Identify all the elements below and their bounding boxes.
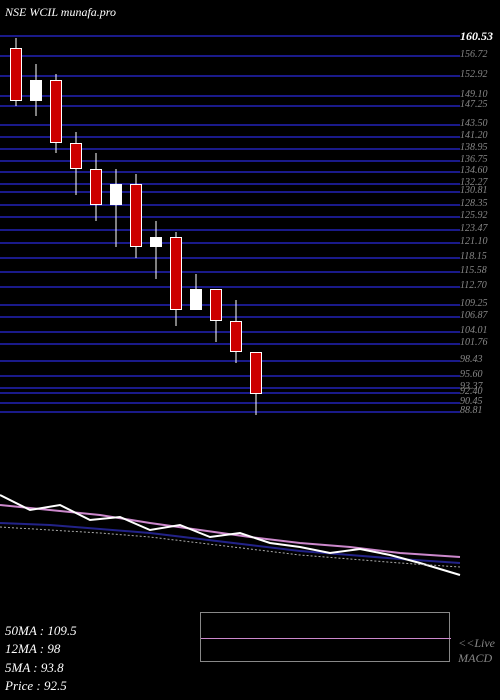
ma12-value: 12MA : 98 [5, 640, 77, 658]
grid-line [0, 271, 460, 273]
grid-line [0, 183, 460, 185]
price-label: 143.50 [460, 118, 498, 129]
price-label: 104.01 [460, 325, 498, 336]
price-label: 128.35 [460, 198, 498, 209]
price-label: 121.10 [460, 236, 498, 247]
price-label: 134.60 [460, 165, 498, 176]
price-label: 138.95 [460, 142, 498, 153]
grid-line [0, 375, 460, 377]
ma50-value: 50MA : 109.5 [5, 622, 77, 640]
grid-line [0, 360, 460, 362]
price-label: 123.47 [460, 223, 498, 234]
macd-box [200, 612, 450, 662]
grid-line [0, 148, 460, 150]
grid-line [0, 124, 460, 126]
grid-line [0, 229, 460, 231]
grid-line [0, 55, 460, 57]
price-label: 125.92 [460, 210, 498, 221]
price-value: Price : 92.5 [5, 677, 77, 695]
moving-average-lines [0, 475, 500, 600]
grid-line [0, 171, 460, 173]
grid-line [0, 160, 460, 162]
grid-line [0, 387, 460, 389]
grid-line [0, 286, 460, 288]
price-label: 152.92 [460, 69, 498, 80]
price-label: 88.81 [460, 405, 498, 416]
price-label: 156.72 [460, 49, 498, 60]
grid-line [0, 35, 460, 37]
grid-line [0, 75, 460, 77]
price-label: 130.81 [460, 185, 498, 196]
price-label: 115.58 [460, 265, 498, 276]
price-label: 136.75 [460, 154, 498, 165]
grid-line [0, 242, 460, 244]
macd-label: <<Live MACD [458, 636, 495, 665]
price-label: 141.20 [460, 130, 498, 141]
ma5-value: 5MA : 93.8 [5, 659, 77, 677]
grid-line [0, 316, 460, 318]
macd-signal-line [201, 638, 451, 639]
info-box: 50MA : 109.5 12MA : 98 5MA : 93.8 Price … [5, 622, 77, 695]
price-label: 147.25 [460, 99, 498, 110]
grid-line [0, 411, 460, 413]
grid-line [0, 257, 460, 259]
chart-header: NSE WCIL munafa.pro [5, 5, 116, 20]
macd-live-label: <<Live [458, 636, 495, 650]
grid-line [0, 136, 460, 138]
12MA-line [0, 523, 460, 563]
indicator-panel [0, 475, 500, 600]
main-chart [0, 35, 460, 415]
price-label: 98.43 [460, 354, 498, 365]
grid-line [0, 95, 460, 97]
price-label: 101.76 [460, 337, 498, 348]
grid-line [0, 204, 460, 206]
grid-line [0, 304, 460, 306]
grid-line [0, 191, 460, 193]
price-label: 112.70 [460, 280, 498, 291]
price-label: 106.87 [460, 310, 498, 321]
macd-text-label: MACD [458, 651, 495, 665]
price-label: 95.60 [460, 369, 498, 380]
grid-line [0, 392, 460, 394]
grid-line [0, 402, 460, 404]
price-label: 118.15 [460, 251, 498, 262]
5MA-line [0, 495, 460, 575]
price-label: 109.25 [460, 298, 498, 309]
grid-line [0, 216, 460, 218]
dotted-line [0, 527, 460, 567]
ticker-title: NSE WCIL munafa.pro [5, 5, 116, 19]
price-label: 160.53 [460, 29, 498, 44]
grid-line [0, 105, 460, 107]
